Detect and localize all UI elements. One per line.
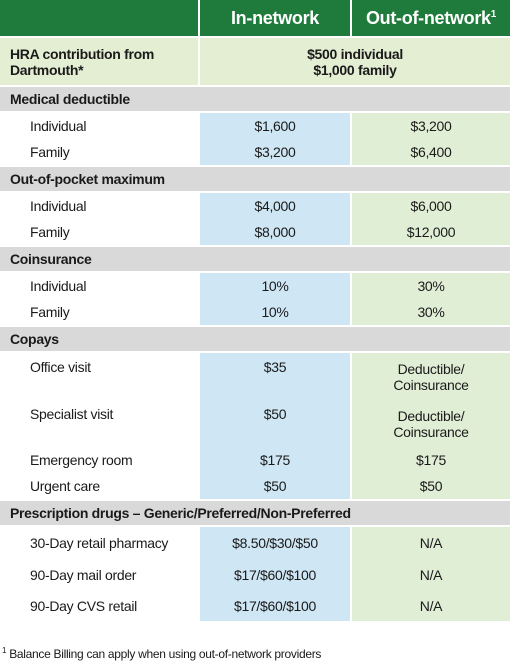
section-row: Coinsurance bbox=[0, 245, 510, 273]
data-row: 90-Day CVS retail $17/$60/$100 N/A bbox=[0, 590, 510, 621]
section-title: Prescription drugs – Generic/Preferred/N… bbox=[0, 499, 510, 527]
out-of-network-value: N/A bbox=[352, 559, 510, 590]
row-label: Emergency room bbox=[30, 452, 133, 468]
out-of-network-value: $12,000 bbox=[352, 219, 510, 245]
header-out-text: Out-of-network bbox=[365, 7, 491, 28]
in-network-value: $50 bbox=[200, 473, 350, 499]
hra-label-line: HRA contribution from bbox=[10, 45, 155, 62]
out-of-network-value: Deductible/Coinsurance bbox=[352, 353, 510, 400]
row-label: Family bbox=[30, 304, 70, 320]
header-in-network: In-network bbox=[200, 0, 350, 36]
row-label: Individual bbox=[30, 198, 87, 214]
data-row: Individual 10% 30% bbox=[0, 273, 510, 299]
section-title: Out-of-pocket maximum bbox=[0, 165, 510, 193]
hra-label-line: Dartmouth* bbox=[10, 61, 84, 78]
out-of-network-value: 30% bbox=[352, 299, 510, 325]
section-row: Out-of-pocket maximum bbox=[0, 165, 510, 193]
hra-value-line: $500 individual bbox=[307, 45, 403, 62]
in-network-value: $175 bbox=[200, 447, 350, 473]
footnote-mark: 1 bbox=[490, 8, 497, 20]
row-label: 30-Day retail pharmacy bbox=[30, 535, 169, 551]
out-of-network-value: 30% bbox=[352, 273, 510, 299]
data-row: Emergency room $175 $175 bbox=[0, 447, 510, 473]
data-row: Family $8,000 $12,000 bbox=[0, 219, 510, 245]
hra-label: HRA contribution from Dartmouth* bbox=[0, 36, 198, 85]
benefits-table: In-network Out-of-network1 HRA contribut… bbox=[0, 0, 510, 621]
in-network-value: $8.50/$30/$50 bbox=[200, 527, 350, 559]
out-of-network-value: $6,400 bbox=[352, 139, 510, 165]
out-of-network-value-line: Coinsurance bbox=[393, 423, 469, 440]
footnote-text: Balance Billing can apply when using out… bbox=[9, 647, 322, 661]
row-label: Specialist visit bbox=[30, 406, 114, 422]
in-network-value: 10% bbox=[200, 273, 350, 299]
in-network-value: $1,600 bbox=[200, 113, 350, 139]
data-row: Individual $4,000 $6,000 bbox=[0, 193, 510, 219]
section-row: Medical deductible bbox=[0, 85, 510, 113]
footnote-mark: 1 bbox=[2, 646, 7, 655]
header-row: In-network Out-of-network1 bbox=[0, 0, 510, 36]
out-of-network-value: N/A bbox=[352, 527, 510, 559]
out-of-network-value: $175 bbox=[352, 447, 510, 473]
row-label: Family bbox=[30, 224, 70, 240]
data-row: Family $3,200 $6,400 bbox=[0, 139, 510, 165]
in-network-value: $4,000 bbox=[200, 193, 350, 219]
section-title: Medical deductible bbox=[0, 85, 510, 113]
in-network-value: 10% bbox=[200, 299, 350, 325]
hra-value: $500 individual $1,000 family bbox=[200, 36, 510, 85]
in-network-value: $8,000 bbox=[200, 219, 350, 245]
data-row: 90-Day mail order $17/$60/$100 N/A bbox=[0, 559, 510, 590]
data-row: Urgent care $50 $50 bbox=[0, 473, 510, 499]
out-of-network-value: $6,000 bbox=[352, 193, 510, 219]
row-label: Urgent care bbox=[30, 478, 100, 494]
footnote: 1 Balance Billing can apply when using o… bbox=[2, 646, 321, 661]
out-of-network-value: $3,200 bbox=[352, 113, 510, 139]
out-of-network-value: $50 bbox=[352, 473, 510, 499]
out-of-network-value: Deductible/Coinsurance bbox=[352, 400, 510, 447]
out-of-network-value-line: Deductible/ bbox=[397, 360, 465, 377]
in-network-value: $35 bbox=[200, 353, 350, 400]
hra-value-line: $1,000 family bbox=[313, 61, 397, 78]
data-row: Specialist visit $50 Deductible/Coinsuranc… bbox=[0, 400, 510, 447]
hra-row: HRA contribution from Dartmouth* $500 in… bbox=[0, 36, 510, 85]
row-label: 90-Day mail order bbox=[30, 566, 137, 583]
in-network-value: $17/$60/$100 bbox=[200, 559, 350, 590]
out-of-network-value-line: Deductible/ bbox=[397, 407, 465, 424]
data-row: 30-Day retail pharmacy $8.50/$30/$50 N/A bbox=[0, 527, 510, 559]
out-of-network-value-line: Coinsurance bbox=[393, 376, 469, 393]
section-title: Coinsurance bbox=[0, 245, 510, 273]
section-title: Copays bbox=[0, 325, 510, 353]
out-of-network-value: N/A bbox=[352, 590, 510, 621]
in-network-value: $17/$60/$100 bbox=[200, 590, 350, 621]
section-row: Prescription drugs – Generic/Preferred/N… bbox=[0, 499, 510, 527]
header-out-of-network: Out-of-network1 bbox=[352, 0, 510, 36]
data-row: Individual $1,600 $3,200 bbox=[0, 113, 510, 139]
row-label: Individual bbox=[30, 118, 87, 134]
in-network-value: $50 bbox=[200, 400, 350, 447]
header-blank bbox=[0, 0, 198, 36]
data-row: Family 10% 30% bbox=[0, 299, 510, 325]
row-label: Office visit bbox=[30, 359, 91, 375]
section-row: Copays bbox=[0, 325, 510, 353]
in-network-value: $3,200 bbox=[200, 139, 350, 165]
data-row: Office visit $35 Deductible/Coinsurance bbox=[0, 353, 510, 400]
row-label: 90-Day CVS retail bbox=[30, 597, 137, 614]
row-label: Individual bbox=[30, 278, 87, 294]
row-label: Family bbox=[30, 144, 70, 160]
